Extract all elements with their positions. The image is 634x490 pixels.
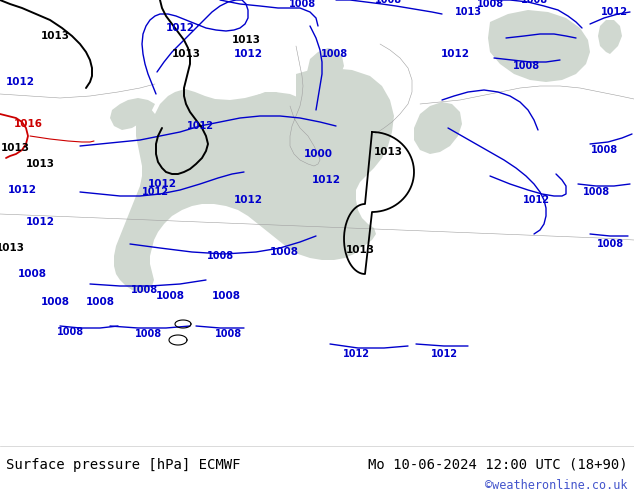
Text: 1008: 1008 <box>18 269 46 279</box>
Text: 1008: 1008 <box>320 49 347 59</box>
Polygon shape <box>598 20 622 54</box>
Text: ©weatheronline.co.uk: ©weatheronline.co.uk <box>485 479 628 490</box>
Text: 1013: 1013 <box>0 243 25 253</box>
Text: 1013: 1013 <box>1 143 30 153</box>
Text: 1008: 1008 <box>375 0 401 5</box>
Text: 1013: 1013 <box>41 31 70 41</box>
Polygon shape <box>488 10 590 82</box>
Text: 1012: 1012 <box>441 49 470 59</box>
Text: 1012: 1012 <box>141 187 169 197</box>
Text: Surface pressure [hPa] ECMWF: Surface pressure [hPa] ECMWF <box>6 458 241 472</box>
Text: 1016: 1016 <box>13 119 42 129</box>
Text: 1008: 1008 <box>476 0 503 9</box>
Text: 1008: 1008 <box>155 291 184 301</box>
Polygon shape <box>114 89 362 292</box>
Text: 1008: 1008 <box>212 291 240 301</box>
Polygon shape <box>240 92 290 136</box>
Text: 1012: 1012 <box>148 179 176 189</box>
Polygon shape <box>110 98 155 130</box>
Text: 1013: 1013 <box>172 49 200 59</box>
Text: 1012: 1012 <box>342 349 370 359</box>
Text: 1008: 1008 <box>207 251 233 261</box>
Text: 1012: 1012 <box>233 49 262 59</box>
Text: 1008: 1008 <box>583 187 609 197</box>
Text: 1008: 1008 <box>269 247 299 257</box>
Text: 1008: 1008 <box>131 285 158 295</box>
Text: 1008: 1008 <box>86 297 115 307</box>
Text: 1012: 1012 <box>311 175 340 185</box>
Text: 1013: 1013 <box>373 147 403 157</box>
Text: 1013: 1013 <box>25 159 55 169</box>
Text: 1012: 1012 <box>25 217 55 227</box>
Text: 1008: 1008 <box>288 0 316 9</box>
Text: 1012: 1012 <box>233 195 262 205</box>
Text: 1008: 1008 <box>56 327 84 337</box>
Text: 1013: 1013 <box>346 245 375 255</box>
Text: Mo 10-06-2024 12:00 UTC (18+90): Mo 10-06-2024 12:00 UTC (18+90) <box>368 458 628 472</box>
Polygon shape <box>414 102 462 154</box>
Text: 1013: 1013 <box>455 7 481 17</box>
Polygon shape <box>307 48 344 88</box>
Text: 1008: 1008 <box>590 145 618 155</box>
Text: 1012: 1012 <box>8 185 37 195</box>
Text: 1008: 1008 <box>512 61 540 71</box>
Text: 1008: 1008 <box>214 329 242 339</box>
Text: 1012: 1012 <box>522 195 550 205</box>
Text: 1013: 1013 <box>231 35 261 45</box>
Text: 1012: 1012 <box>430 349 458 359</box>
Text: 1008: 1008 <box>521 0 548 5</box>
Text: 1012: 1012 <box>165 23 195 33</box>
Text: 1008: 1008 <box>134 329 162 339</box>
Text: 1000: 1000 <box>304 149 332 159</box>
Text: 1012: 1012 <box>600 7 628 17</box>
Text: 1008: 1008 <box>597 239 624 249</box>
Polygon shape <box>296 68 394 252</box>
Text: 1012: 1012 <box>6 77 34 87</box>
Text: 1008: 1008 <box>41 297 70 307</box>
Text: 1012: 1012 <box>186 121 214 131</box>
